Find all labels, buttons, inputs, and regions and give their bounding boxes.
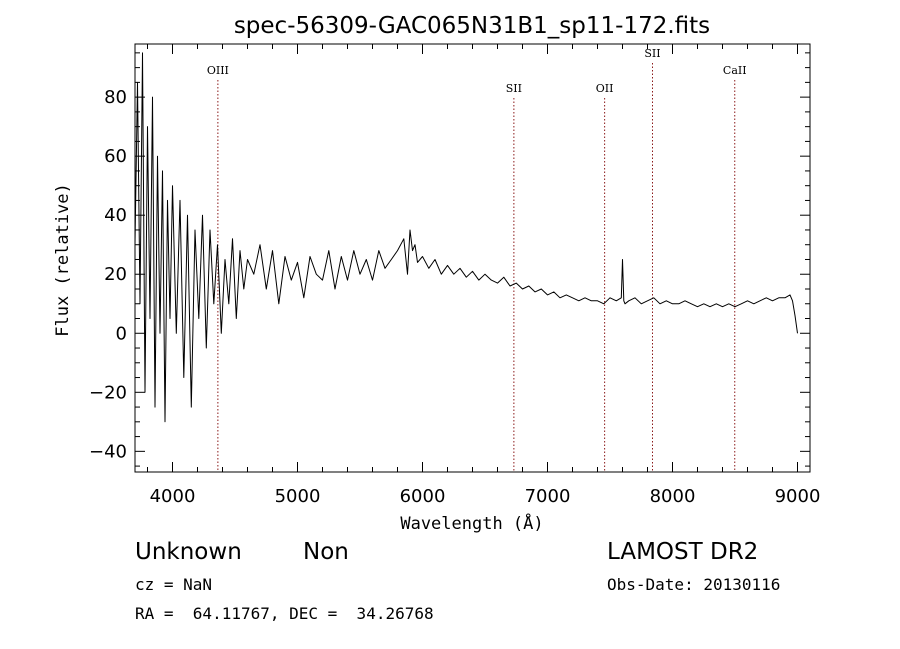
y-tick-label: 60 [104,146,127,167]
x-tick-label: 4000 [150,486,196,507]
spectral-line-label: CaII [723,64,747,77]
y-tick-label: 40 [104,205,127,226]
redshift-readout: cz = NaN [135,575,213,594]
y-tick-label: 0 [116,323,127,344]
x-tick-label: 7000 [525,486,571,507]
object-class: Unknown [135,539,242,565]
spectral-line-label: SII [506,82,522,95]
x-tick-label: 9000 [775,486,821,507]
x-tick-label: 8000 [650,486,696,507]
survey-name: LAMOST DR2 [607,539,759,565]
y-tick-label: −20 [89,382,127,403]
plot-frame [134,43,811,473]
spectral-line-label: SII [644,47,660,60]
y-tick-label: 20 [104,264,127,285]
observation-date: Obs-Date: 20130116 [607,575,781,594]
y-tick-label: 80 [104,87,127,108]
coordinates-readout: RA = 64.11767, DEC = 34.26768 [135,604,434,623]
x-tick-label: 6000 [400,486,446,507]
axes: 4000 5000 6000 7000 8000 9000 −40 −20 0 20 40 60 80 [89,44,820,507]
spectral-line-label: OIII [207,64,229,77]
x-axis-label: Wavelength (Å) [400,512,543,534]
spectrum-series [134,52,798,423]
x-tick-label: 5000 [275,486,321,507]
y-axis-label: Flux (relative) [53,183,73,337]
spectral-lines: OIII SII OII SII CaII [207,47,747,472]
spectral-line-label: OII [596,82,614,95]
chart-title: spec-56309-GAC065N31B1_sp11-172.fits [234,13,710,39]
y-tick-label: −40 [89,441,127,462]
spectrum-line [134,52,798,423]
object-subclass: Non [303,539,349,565]
